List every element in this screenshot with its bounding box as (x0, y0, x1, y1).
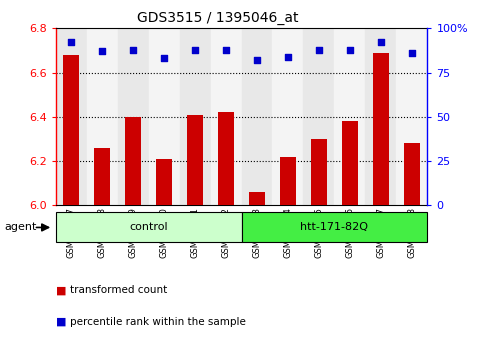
Bar (397, 28, 427, 205)
Point (222, 47, 230, 52)
Bar (180, 28, 211, 205)
Bar (187, 115, 203, 205)
Bar (86, 28, 117, 205)
Bar (156, 159, 172, 205)
Bar (303, 28, 334, 205)
Point (408, 50, 416, 56)
Text: transformed count: transformed count (70, 285, 167, 295)
Text: htt-171-82Q: htt-171-82Q (300, 222, 369, 233)
Text: percentile rank within the sample: percentile rank within the sample (70, 317, 246, 327)
Bar (94, 148, 110, 205)
Bar (125, 117, 141, 205)
Bar (342, 121, 358, 205)
Bar (280, 157, 296, 205)
Bar (311, 139, 327, 205)
Text: agent: agent (5, 222, 37, 233)
Text: ■: ■ (56, 285, 66, 295)
Text: control: control (129, 222, 168, 233)
Bar (218, 113, 234, 205)
Point (67, 40, 75, 45)
Bar (149, 28, 180, 205)
Bar (334, 28, 366, 205)
Bar (211, 28, 242, 205)
Bar (373, 53, 389, 205)
Point (129, 47, 137, 52)
Point (160, 56, 168, 61)
Point (315, 47, 323, 52)
Point (191, 47, 199, 52)
Bar (242, 28, 272, 205)
Point (377, 40, 385, 45)
Bar (366, 28, 397, 205)
Bar (117, 28, 149, 205)
Bar (56, 212, 242, 242)
Bar (272, 28, 303, 205)
Bar (63, 55, 79, 205)
Bar (404, 143, 420, 205)
Text: ■: ■ (56, 317, 66, 327)
Bar (249, 192, 265, 205)
Text: GDS3515 / 1395046_at: GDS3515 / 1395046_at (137, 11, 298, 25)
Point (253, 57, 261, 63)
Bar (242, 212, 427, 242)
Bar (56, 28, 86, 205)
Point (346, 47, 354, 52)
Point (284, 54, 292, 59)
Point (98, 48, 106, 54)
